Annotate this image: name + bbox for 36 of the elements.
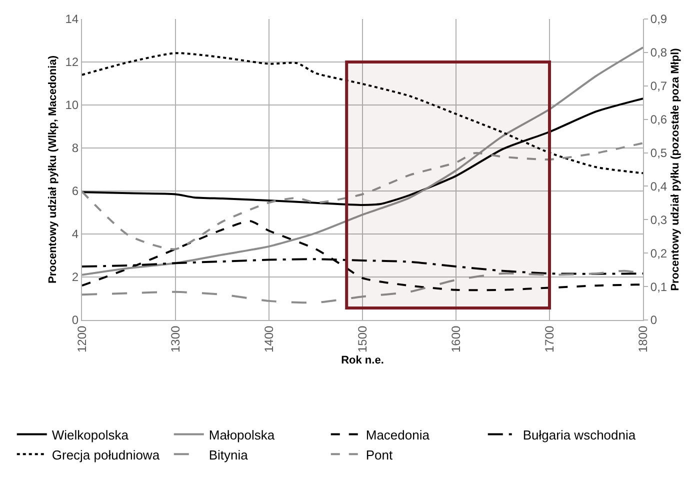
y-tick-label: 10 (65, 98, 79, 112)
x-tick-label: 1500 (355, 325, 370, 353)
x-tick-label: 1800 (636, 325, 650, 353)
legend-label: Wielkopolska (52, 427, 130, 442)
y-tick-label: 0 (72, 313, 79, 328)
line-series (82, 46, 643, 276)
y-tick-label: 12 (65, 55, 79, 70)
y2-tick-label: 0,2 (650, 246, 668, 260)
y-tick-label: 2 (72, 270, 79, 284)
x-tick-label: 1400 (262, 325, 276, 353)
x-tick-label: 1300 (168, 325, 182, 353)
y-tick-label: 4 (72, 227, 79, 242)
y-axis-title: Procentowy udział pyłku (Wlkp, Macedonia) (46, 55, 59, 284)
y-tick-label: 6 (72, 184, 79, 198)
x-tick-label: 1600 (448, 325, 463, 353)
legend-label: Macedonia (366, 427, 430, 442)
y2-tick-label: 0 (650, 313, 658, 328)
y2-tick-label: 0,8 (650, 46, 668, 60)
x-tick-label: 1700 (542, 325, 556, 353)
y2-tick-label: 0,3 (650, 212, 668, 227)
y2-tick-label: 0,6 (650, 112, 668, 127)
legend-label: Małopolska (208, 427, 276, 442)
legend-label: Bułgaria wschodnia (522, 427, 636, 442)
y2-tick-label: 0,5 (650, 146, 668, 160)
legend-label: Bitynia (208, 447, 249, 462)
y2-tick-label: 0,4 (650, 179, 668, 194)
y2-axis-title: Procentowy udział pyłku (pozostałe poza Młpl) (670, 48, 682, 291)
y2-tick-label: 0,7 (650, 79, 668, 94)
y2-tick-label: 0,1 (650, 280, 668, 294)
x-axis-title: Rok n.e. (341, 354, 384, 367)
y2-tick-label: 0,9 (650, 12, 668, 26)
y-tick-label: 14 (65, 12, 79, 26)
y-tick-label: 8 (72, 141, 79, 156)
legend-label: Grecja południowa (52, 447, 160, 462)
legend-label: Pont (366, 447, 394, 462)
x-tick-label: 1200 (74, 325, 89, 353)
